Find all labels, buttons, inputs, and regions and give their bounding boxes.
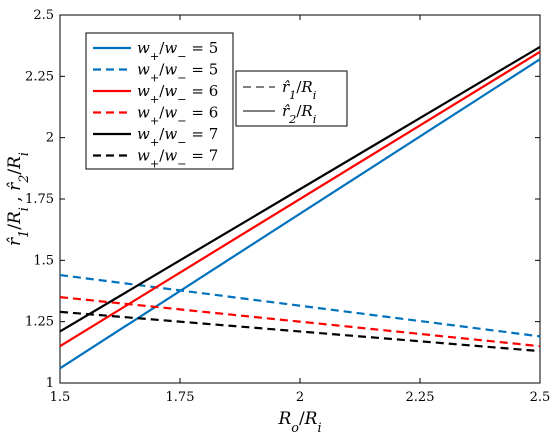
y-tick-label: 2 [46,131,54,146]
series-layer [59,45,541,370]
series-line-1 [59,58,541,370]
legend-label: r̂1/Ri [282,78,317,102]
series-line-3 [59,50,541,348]
y-tick-label: 1 [46,376,54,391]
legend-label: w+/w− = 7 [137,125,218,149]
x-tick-label: 2 [296,390,304,405]
y-tick-label: 2.5 [33,8,54,23]
x-tick-label: 2.5 [530,390,550,405]
legend-label: w+/w− = 7 [137,147,218,171]
x-axis-label: Ro/Ri [277,409,321,436]
y-axis: 1 1.25 1.5 1.75 2 2.25 2.5 [25,8,540,391]
legend-label: w+/w− = 6 [137,82,218,106]
x-tick-label: 1.75 [166,390,195,405]
series-line-5 [59,45,541,333]
x-axis: 1.5 1.75 2 2.25 2.5 [50,15,550,405]
x-tick-label: 2.25 [406,390,435,405]
legend-secondary-box [235,70,348,127]
y-tick-label: 1.5 [33,253,54,268]
y-axis-label: r̂1/Ri , r̂2/Ri [5,152,32,246]
y-tick-label: 1.75 [25,192,54,207]
y-tick-label: 2.25 [25,69,54,84]
series-line-6 [59,310,541,353]
legend-label: w+/w− = 5 [137,61,218,85]
x-tick-label: 1.5 [50,390,71,405]
legend-primary: w+/w− = 5w+/w− = 5w+/w− = 6w+/w− = 6w+/w… [85,32,234,171]
legend-primary-box [85,32,234,170]
legend-label: w+/w− = 6 [137,104,218,128]
legend-label: r̂2/Ri [282,102,317,126]
legend-secondary: r̂1/Rir̂2/Ri [235,70,348,127]
series-line-4 [59,296,541,348]
legend-label: w+/w− = 5 [137,39,218,63]
y-tick-label: 1.25 [25,315,54,330]
